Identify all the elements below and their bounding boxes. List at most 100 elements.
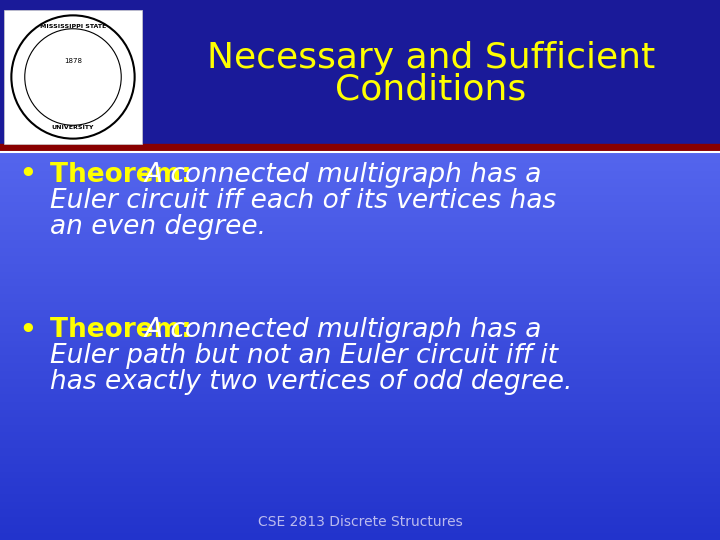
Bar <box>0 266 720 268</box>
Bar <box>0 410 720 412</box>
Bar <box>0 403 720 406</box>
Bar <box>0 305 720 306</box>
Bar <box>0 457 720 459</box>
Bar <box>0 366 720 368</box>
Bar <box>0 346 720 348</box>
Bar <box>0 451 720 453</box>
Bar <box>0 492 720 494</box>
Bar <box>0 232 720 234</box>
Bar <box>0 241 720 244</box>
Bar <box>0 400 720 402</box>
Bar <box>0 249 720 251</box>
Bar <box>0 424 720 426</box>
Bar <box>0 386 720 387</box>
Bar <box>0 381 720 383</box>
Bar <box>0 440 720 442</box>
Bar <box>0 394 720 396</box>
Bar <box>0 202 720 204</box>
Text: Necessary and Sufficient: Necessary and Sufficient <box>207 41 655 75</box>
Bar <box>0 517 720 519</box>
Bar <box>0 446 720 447</box>
Bar <box>0 157 720 158</box>
Bar <box>0 422 720 424</box>
Bar <box>0 374 720 375</box>
Bar <box>0 361 720 362</box>
Bar <box>0 330 720 332</box>
Bar <box>0 419 720 421</box>
Bar <box>0 444 720 446</box>
Bar <box>0 484 720 487</box>
Bar <box>0 383 720 384</box>
Bar <box>0 201 720 203</box>
Bar <box>0 213 720 214</box>
Bar <box>0 532 720 534</box>
Bar <box>0 234 720 235</box>
Bar <box>0 316 720 318</box>
Bar <box>0 192 720 194</box>
Bar <box>0 284 720 285</box>
Bar <box>0 392 720 394</box>
Bar <box>0 184 720 186</box>
Bar <box>0 183 720 185</box>
Bar <box>0 337 720 339</box>
Bar <box>0 156 720 157</box>
Bar <box>0 265 720 267</box>
Text: •: • <box>19 314 37 346</box>
Bar <box>0 405 720 407</box>
Text: Euler circuit iff each of its vertices has: Euler circuit iff each of its vertices h… <box>50 188 557 214</box>
Bar <box>0 518 720 521</box>
Bar <box>0 315 720 316</box>
Bar <box>0 434 720 435</box>
Bar <box>0 261 720 263</box>
Bar <box>0 508 720 510</box>
Bar <box>0 158 720 160</box>
Bar <box>0 328 720 329</box>
Bar <box>0 491 720 493</box>
Bar <box>0 0 720 148</box>
Bar <box>0 537 720 539</box>
Bar <box>0 217 720 219</box>
Text: CSE 2813 Discrete Structures: CSE 2813 Discrete Structures <box>258 515 462 529</box>
Bar <box>0 281 720 282</box>
Bar <box>0 456 720 458</box>
Bar <box>0 329 720 331</box>
Bar <box>0 272 720 273</box>
Bar <box>0 197 720 199</box>
Bar <box>0 193 720 195</box>
Bar <box>4 10 142 144</box>
Bar <box>0 244 720 246</box>
Bar <box>0 309 720 312</box>
Bar <box>0 439 720 441</box>
Bar <box>0 256 720 258</box>
Bar <box>0 476 720 477</box>
Bar <box>0 353 720 354</box>
Bar <box>0 209 720 211</box>
Bar <box>0 278 720 280</box>
Bar <box>0 515 720 516</box>
Bar <box>0 480 720 481</box>
Bar <box>0 347 720 349</box>
Bar <box>0 231 720 233</box>
Bar <box>0 269 720 271</box>
Bar <box>0 163 720 165</box>
Bar <box>0 390 720 393</box>
Bar <box>0 530 720 532</box>
Bar <box>0 452 720 454</box>
Bar <box>0 251 720 253</box>
Bar <box>0 282 720 284</box>
Bar <box>0 166 720 167</box>
Bar <box>0 460 720 462</box>
Bar <box>0 468 720 469</box>
Bar <box>0 483 720 485</box>
Bar <box>0 300 720 302</box>
Text: 1878: 1878 <box>64 58 82 64</box>
Bar <box>0 274 720 276</box>
Bar <box>0 387 720 388</box>
Bar <box>0 205 720 207</box>
Bar <box>0 521 720 523</box>
Bar <box>0 296 720 298</box>
Bar <box>0 187 720 188</box>
Bar <box>0 421 720 422</box>
Bar <box>0 170 720 172</box>
Bar <box>0 311 720 313</box>
